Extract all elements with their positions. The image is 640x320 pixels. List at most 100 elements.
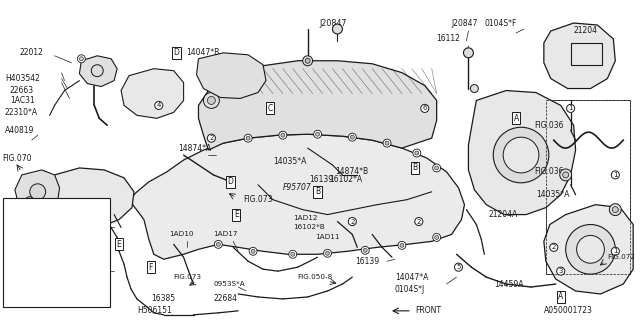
Text: 22310*A: 22310*A <box>5 108 38 117</box>
Circle shape <box>348 133 356 141</box>
Circle shape <box>30 184 45 200</box>
Circle shape <box>364 248 367 252</box>
Circle shape <box>216 242 220 246</box>
Circle shape <box>577 236 604 263</box>
Text: B: B <box>412 164 417 172</box>
Circle shape <box>246 136 250 140</box>
Text: 2: 2 <box>209 135 214 141</box>
Text: H403542: H403542 <box>5 74 40 83</box>
Circle shape <box>383 139 391 147</box>
Circle shape <box>435 236 438 239</box>
Text: FRONT: FRONT <box>415 306 441 315</box>
Circle shape <box>332 24 342 34</box>
Text: 0953S*A: 0953S*A <box>213 281 245 287</box>
Text: 16102*B: 16102*B <box>292 225 324 230</box>
Text: 1AC32: 1AC32 <box>79 263 104 272</box>
Text: J20847: J20847 <box>319 19 347 28</box>
Text: 14047*B: 14047*B <box>187 48 220 57</box>
Text: FIG.070: FIG.070 <box>2 154 31 163</box>
Text: 3: 3 <box>12 258 16 264</box>
Circle shape <box>415 151 419 155</box>
Text: 1AD17: 1AD17 <box>213 231 238 237</box>
Text: 14047*A: 14047*A <box>395 273 428 282</box>
Circle shape <box>503 137 539 173</box>
Text: 16102A: 16102A <box>77 223 107 232</box>
Text: 1: 1 <box>568 105 573 111</box>
Text: 14874*B: 14874*B <box>335 167 369 176</box>
Text: F95707: F95707 <box>283 183 312 192</box>
Text: 6: 6 <box>422 105 427 111</box>
Text: FIG.072: FIG.072 <box>607 254 636 260</box>
Text: 1AD10: 1AD10 <box>169 231 193 237</box>
Text: 16112: 16112 <box>436 35 461 44</box>
Text: 2: 2 <box>209 63 214 69</box>
Circle shape <box>470 84 478 92</box>
Circle shape <box>314 130 321 138</box>
Polygon shape <box>468 91 575 215</box>
Circle shape <box>413 149 420 157</box>
Text: 1: 1 <box>613 248 618 254</box>
Circle shape <box>609 204 621 216</box>
Text: 1: 1 <box>12 295 16 301</box>
Polygon shape <box>47 168 134 228</box>
Circle shape <box>289 250 297 258</box>
Text: 21204A: 21204A <box>488 210 518 219</box>
Text: 0104S*A: 0104S*A <box>28 220 61 229</box>
Text: E: E <box>116 240 122 249</box>
Text: 14874*A: 14874*A <box>179 144 212 153</box>
Bar <box>3 198 110 307</box>
Text: 6: 6 <box>12 204 16 210</box>
Text: 1AD12: 1AD12 <box>292 215 317 220</box>
Circle shape <box>305 58 310 63</box>
Text: A050001723: A050001723 <box>544 306 593 315</box>
Circle shape <box>400 244 404 247</box>
Polygon shape <box>544 23 615 89</box>
Text: FIG.073: FIG.073 <box>243 195 273 204</box>
Circle shape <box>291 252 295 256</box>
Text: 14035*A: 14035*A <box>536 190 570 199</box>
Circle shape <box>77 55 85 63</box>
Circle shape <box>316 132 319 136</box>
Text: 0923S*A: 0923S*A <box>28 293 61 302</box>
Text: 21204: 21204 <box>573 27 598 36</box>
Text: FIG.036: FIG.036 <box>534 121 563 130</box>
Circle shape <box>281 133 285 137</box>
Polygon shape <box>15 218 61 251</box>
Polygon shape <box>544 205 633 294</box>
Text: 1: 1 <box>613 172 618 178</box>
Polygon shape <box>198 61 436 150</box>
Text: FIG.073: FIG.073 <box>173 274 202 280</box>
Text: FIG.050-8: FIG.050-8 <box>298 274 333 280</box>
Text: 4: 4 <box>157 102 161 108</box>
Text: A40819: A40819 <box>5 126 35 135</box>
Circle shape <box>398 241 406 249</box>
Bar <box>546 100 630 274</box>
Circle shape <box>251 249 255 253</box>
Circle shape <box>433 234 441 241</box>
Text: 1AD11: 1AD11 <box>316 235 340 240</box>
Circle shape <box>560 169 572 181</box>
Text: F: F <box>148 263 153 272</box>
Circle shape <box>361 246 369 254</box>
Text: F99402: F99402 <box>28 257 56 266</box>
Text: 0238S: 0238S <box>28 202 52 211</box>
Text: 0104S*F: 0104S*F <box>484 19 516 28</box>
Text: 22684: 22684 <box>213 294 237 303</box>
Text: 2: 2 <box>552 244 556 250</box>
Text: 14460: 14460 <box>5 243 29 252</box>
Text: 16102*A: 16102*A <box>330 175 363 184</box>
Text: 14035*A: 14035*A <box>273 157 307 166</box>
Text: A: A <box>513 114 518 123</box>
Text: J20847: J20847 <box>452 19 478 28</box>
Text: B: B <box>315 187 320 196</box>
Text: 14459A: 14459A <box>494 280 524 289</box>
Circle shape <box>566 225 615 274</box>
Text: 22012: 22012 <box>20 48 44 57</box>
Text: C: C <box>268 104 273 113</box>
Circle shape <box>214 240 222 248</box>
Circle shape <box>385 141 389 145</box>
Circle shape <box>79 57 83 61</box>
Circle shape <box>244 134 252 142</box>
Circle shape <box>279 131 287 139</box>
Text: 16139: 16139 <box>355 257 380 266</box>
